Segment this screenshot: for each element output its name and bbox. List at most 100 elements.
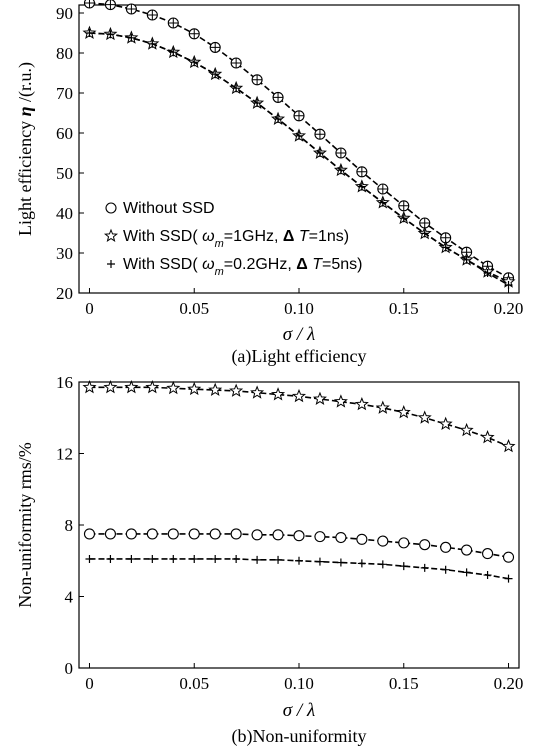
data-point: [85, 29, 94, 37]
data-point: [187, 381, 202, 396]
data-point: [232, 84, 241, 93]
data-point: [462, 568, 471, 577]
y-tick-label: 80: [56, 44, 73, 63]
data-point: [417, 410, 432, 424]
data-point: [190, 58, 199, 67]
data-point: [251, 529, 263, 541]
data-point: [272, 529, 284, 541]
x-tick-label: 0.15: [389, 674, 419, 693]
data-point: [396, 405, 411, 419]
y-tick-label: 16: [56, 373, 73, 392]
data-point: [438, 416, 453, 430]
data-point: [356, 533, 368, 545]
data-point: [125, 528, 137, 540]
y-tick-label: 30: [56, 244, 73, 263]
data-point: [483, 269, 492, 277]
legend-label: With SSD( ωm=1GHz, Δ T=1ns): [123, 228, 349, 250]
data-point: [375, 400, 390, 414]
data-point: [167, 17, 179, 29]
data-point: [504, 574, 513, 583]
data-point: [419, 539, 431, 551]
x-tick-label: 0: [85, 674, 94, 693]
data-point: [230, 528, 242, 540]
data-point: [271, 387, 286, 401]
y-tick-label: 90: [56, 4, 73, 23]
data-point: [333, 394, 348, 408]
data-point: [482, 548, 494, 560]
data-point: [83, 528, 96, 540]
data-point: [295, 556, 303, 565]
plot-frame: [78, 4, 520, 294]
x-tick-label: 0.10: [284, 299, 314, 318]
panel-a-light-efficiency: 0 0.05 0.10 0.15 0.20 20 30 40 50 60 70 80 90 σ / λ Li…: [15, 0, 523, 367]
legend-marker: [105, 202, 117, 214]
data-point: [315, 557, 324, 566]
data-point: [190, 554, 199, 563]
y-tick-label: 60: [56, 124, 73, 143]
data-point: [312, 391, 327, 405]
data-point: [82, 379, 97, 394]
data-point: [501, 438, 516, 453]
x-tick-label: 0.05: [179, 674, 209, 693]
data-point: [188, 528, 200, 540]
legend-item: With SSD( ωm=1GHz, Δ T=1ns): [103, 228, 349, 250]
data-point: [169, 554, 178, 563]
y-tick-label: 50: [56, 164, 73, 183]
data-point: [462, 255, 471, 264]
data-point: [336, 558, 345, 567]
y-tick-label: 20: [56, 284, 73, 303]
series: [85, 29, 513, 289]
data-point: [148, 554, 157, 563]
data-point: [314, 531, 326, 543]
data-point: [146, 9, 158, 21]
data-point: [440, 541, 452, 553]
data-point: [502, 551, 515, 563]
data-point: [127, 33, 136, 42]
data-point: [420, 229, 429, 238]
chart-caption: (a)Light efficiency: [231, 346, 366, 367]
data-point: [399, 562, 408, 571]
legend: Without SSD With SSD( ωm=1GHz, Δ T=1ns) Wi…: [103, 200, 362, 278]
data-point: [145, 379, 160, 394]
data-point: [250, 385, 265, 399]
data-point: [293, 110, 305, 122]
data-point: [459, 422, 474, 437]
data-point: [169, 48, 178, 57]
data-point: [148, 39, 157, 48]
y-axis-label: Non-uniformity rms/%: [15, 442, 35, 607]
data-point: [104, 528, 116, 540]
y-tick-label: 4: [65, 588, 74, 607]
data-point: [85, 554, 94, 563]
data-point: [480, 430, 495, 444]
data-point: [188, 28, 200, 40]
plot-frame: [78, 381, 520, 669]
y-tick-label: 12: [56, 445, 73, 464]
data-point: [293, 530, 305, 542]
data-point: [253, 555, 262, 564]
legend-item: With SSD( ωm=0.2GHz, Δ T=5ns): [107, 256, 362, 278]
x-axis-label: σ / λ: [283, 324, 315, 345]
y-tick-label: 40: [56, 204, 73, 223]
data-point: [209, 528, 221, 540]
data-point: [106, 554, 115, 563]
data-point: [104, 0, 116, 11]
x-tick-label: 0: [85, 299, 94, 318]
data-point: [483, 571, 492, 580]
series: [83, 528, 515, 563]
data-point: [167, 528, 179, 540]
y-tick-label: 70: [56, 84, 73, 103]
data-point: [377, 183, 389, 195]
data-point: [378, 198, 387, 207]
legend-marker: [103, 228, 119, 242]
series: [83, 0, 515, 284]
x-tick-label: 0.20: [494, 674, 524, 693]
data-point: [127, 554, 136, 563]
legend-item: Without SSD: [105, 200, 215, 217]
data-point: [336, 166, 345, 175]
x-tick-label: 0.05: [179, 299, 209, 318]
data-point: [211, 70, 220, 79]
x-tick-label: 0.15: [389, 299, 419, 318]
data-point: [461, 544, 473, 556]
data-point: [209, 41, 221, 53]
